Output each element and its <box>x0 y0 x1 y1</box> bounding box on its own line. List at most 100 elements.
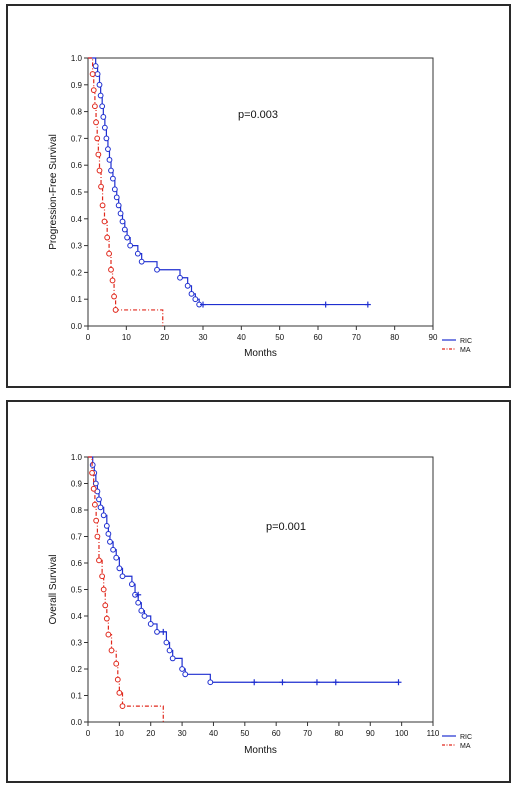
event-point-ric <box>105 530 112 537</box>
legend-label-ric: RIC <box>460 338 472 345</box>
x-tick-label: 110 <box>427 729 440 738</box>
x-tick-label: 20 <box>146 729 155 738</box>
y-tick-label: 0.7 <box>71 533 83 542</box>
x-tick-label: 30 <box>178 729 187 738</box>
event-point-ma <box>113 660 120 667</box>
x-axis-title: Months <box>244 348 277 359</box>
chart-panel-overall-survival: 0.0 0.1 0.2 0.3 0.4 0.5 0.6 0.7 0.8 0.9 1.0 0 10 20 30… <box>6 400 511 783</box>
event-point-ric <box>103 523 110 529</box>
y-tick-label: 1.0 <box>71 453 83 462</box>
x-tick-label: 80 <box>390 333 399 342</box>
y-tick-label: 0.3 <box>71 242 83 251</box>
event-point-ric <box>92 63 99 69</box>
event-point-ma <box>96 557 102 564</box>
event-point-ric <box>117 210 124 217</box>
event-point-ric <box>94 488 101 495</box>
event-point-ric <box>96 81 103 88</box>
event-point-ric <box>192 296 199 303</box>
event-point-ric <box>100 512 107 519</box>
x-tick-label: 0 <box>86 333 91 342</box>
event-point-ric <box>110 175 116 182</box>
event-point-ma <box>99 573 106 580</box>
series-line-ric <box>88 57 368 306</box>
event-point-ric <box>141 613 148 619</box>
y-tick-label: 0.7 <box>71 134 83 143</box>
x-axis-title: Months <box>244 745 277 756</box>
os-chart: 0.0 0.1 0.2 0.3 0.4 0.5 0.6 0.7 0.8 0.9 1.0 0 10 20 30… <box>48 453 472 756</box>
y-tick-label: 0.1 <box>71 692 83 701</box>
y-tick-label: 0.0 <box>71 322 83 331</box>
event-point-ric <box>105 146 111 153</box>
event-point-ric <box>135 599 142 606</box>
p-value-annotation: p=0.001 <box>266 521 306 533</box>
event-point-ric <box>147 621 154 627</box>
event-point-ma <box>99 202 106 209</box>
event-point-ma <box>90 87 97 94</box>
event-point-ma <box>105 631 112 638</box>
event-point-ric <box>107 538 113 545</box>
y-tick-label: 0.0 <box>71 718 83 727</box>
event-point-ma <box>103 615 110 622</box>
event-point-ric <box>110 546 116 553</box>
y-tick-label: 0.5 <box>71 188 83 197</box>
event-point-ma <box>100 586 107 593</box>
event-point-ma <box>92 501 98 508</box>
event-point-ma <box>101 218 108 225</box>
event-point-ric <box>119 218 126 225</box>
y-tick-label: 0.4 <box>71 215 83 224</box>
y-tick-label: 0.1 <box>71 295 83 304</box>
event-point-ric <box>103 135 110 142</box>
series-line-ric <box>88 456 399 683</box>
event-point-ric <box>188 290 195 297</box>
event-point-ric <box>134 250 141 257</box>
event-point-ric <box>92 480 99 487</box>
x-tick-label: 20 <box>160 333 169 342</box>
event-point-ric <box>101 124 108 131</box>
event-point-ric <box>108 167 114 174</box>
event-point-ric <box>113 554 120 561</box>
event-point-ric <box>138 258 145 265</box>
x-tick-label: 60 <box>272 729 281 738</box>
event-point-ma <box>94 533 101 540</box>
event-point-ma <box>111 293 117 300</box>
event-point-ma <box>114 676 121 683</box>
y-tick-label: 0.6 <box>71 161 83 170</box>
y-tick-label: 0.3 <box>71 639 83 648</box>
event-point-ma <box>94 135 101 142</box>
x-tick-label: 40 <box>237 333 246 342</box>
event-point-ric <box>111 186 118 193</box>
x-tick-label: 10 <box>122 333 131 342</box>
x-tick-label: 50 <box>275 333 284 342</box>
event-point-ric <box>179 666 185 672</box>
legend-label-ma: MA <box>460 347 471 354</box>
event-point-ric <box>169 655 176 662</box>
y-tick-label: 0.2 <box>71 665 83 674</box>
x-tick-label: 40 <box>209 729 218 738</box>
event-point-ric <box>89 462 96 468</box>
p-value-annotation: p=0.003 <box>238 109 278 121</box>
plot-frame <box>87 57 434 327</box>
event-point-ric <box>97 92 104 99</box>
event-point-ric <box>115 202 122 209</box>
x-tick-label: 100 <box>395 729 409 738</box>
y-tick-label: 0.9 <box>71 81 83 90</box>
event-point-ric <box>166 647 173 654</box>
event-point-ma <box>95 151 102 158</box>
event-point-ma <box>90 485 97 492</box>
event-point-ma <box>96 167 103 174</box>
y-tick-label: 0.8 <box>71 108 83 117</box>
event-point-ma <box>93 517 100 524</box>
legend-label-ric: RIC <box>460 734 472 741</box>
event-point-ma <box>108 647 115 654</box>
x-tick-label: 60 <box>314 333 323 342</box>
chart-panel-progression-free-survival: 0.0 0.1 0.2 0.3 0.4 0.5 0.6 0.7 0.8 0.9 1.0 0 10 20 30… <box>6 4 511 388</box>
x-tick-label: 70 <box>352 333 361 342</box>
event-point-ric <box>99 103 106 110</box>
event-point-ma <box>98 183 104 190</box>
event-point-ric <box>154 629 160 635</box>
event-point-ma <box>109 277 116 284</box>
y-tick-label: 0.6 <box>71 559 83 568</box>
y-tick-label: 1.0 <box>71 54 83 63</box>
event-point-ric <box>113 194 120 201</box>
event-point-ric <box>154 266 160 273</box>
